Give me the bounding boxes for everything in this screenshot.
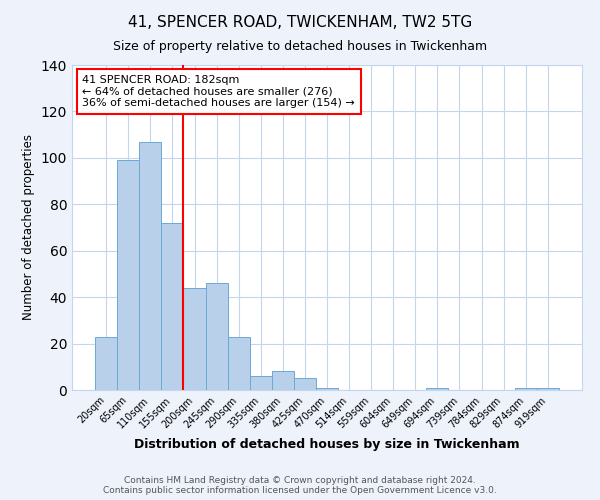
Bar: [161, 223, 184, 390]
X-axis label: Distribution of detached houses by size in Twickenham: Distribution of detached houses by size …: [134, 438, 520, 451]
Bar: [184, 288, 206, 390]
Bar: [427, 388, 448, 390]
Bar: [316, 388, 338, 390]
Bar: [206, 283, 227, 390]
Bar: [537, 388, 559, 390]
Bar: [272, 372, 294, 390]
Text: 41 SPENCER ROAD: 182sqm
← 64% of detached houses are smaller (276)
36% of semi-d: 41 SPENCER ROAD: 182sqm ← 64% of detache…: [82, 74, 355, 108]
Bar: [117, 160, 139, 390]
Text: 41, SPENCER ROAD, TWICKENHAM, TW2 5TG: 41, SPENCER ROAD, TWICKENHAM, TW2 5TG: [128, 15, 472, 30]
Text: Size of property relative to detached houses in Twickenham: Size of property relative to detached ho…: [113, 40, 487, 53]
Text: Contains HM Land Registry data © Crown copyright and database right 2024.
Contai: Contains HM Land Registry data © Crown c…: [103, 476, 497, 495]
Bar: [250, 376, 272, 390]
Bar: [139, 142, 161, 390]
Bar: [95, 336, 117, 390]
Bar: [515, 388, 537, 390]
Y-axis label: Number of detached properties: Number of detached properties: [22, 134, 35, 320]
Bar: [227, 336, 250, 390]
Bar: [294, 378, 316, 390]
